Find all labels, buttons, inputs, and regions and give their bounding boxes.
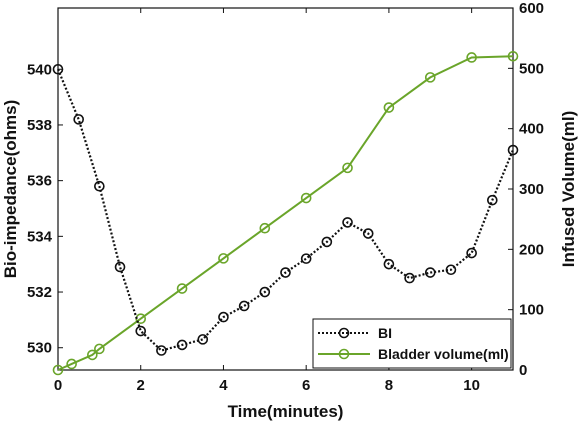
- data-point-bi: [321, 236, 333, 248]
- data-point-bladder-volume: [52, 364, 64, 376]
- data-point-bi: [218, 311, 229, 323]
- series-layer: [52, 50, 519, 376]
- right-y-tick-label: 300: [519, 181, 544, 198]
- data-point-bi: [404, 272, 415, 284]
- data-point-bladder-volume: [383, 102, 395, 113]
- data-point-bladder-volume: [424, 72, 436, 83]
- data-point-bladder-volume: [218, 253, 229, 264]
- data-point-bi: [114, 261, 126, 273]
- x-tick-label: 10: [463, 377, 480, 394]
- left-y-axis-title: Bio-impedance(ohms): [1, 100, 20, 279]
- left-y-tick-label: 534: [27, 228, 53, 245]
- series-line-bladder-volume: [57, 55, 514, 371]
- legend-label-bi: BI: [378, 325, 392, 341]
- data-point-bi: [94, 180, 105, 192]
- data-point-bi: [238, 300, 250, 312]
- right-y-tick-label: 400: [519, 121, 544, 138]
- right-y-tick-label: 100: [519, 302, 544, 319]
- x-axis-title: Time(minutes): [228, 402, 344, 421]
- data-point-bladder-volume: [300, 192, 312, 204]
- data-point-bi: [445, 264, 457, 276]
- legend-marker-bi: [338, 327, 350, 339]
- right-y-tick-label: 0: [519, 362, 527, 379]
- left-y-tick-label: 536: [27, 173, 52, 190]
- data-point-bi: [383, 258, 395, 270]
- data-point-bladder-volume: [66, 358, 77, 370]
- left-y-axis-ticks: 530 532 534 536 538 540: [27, 61, 63, 357]
- series-line-bi: [56, 68, 515, 352]
- data-point-bladder-volume: [176, 283, 188, 294]
- data-point-bladder-volume: [466, 52, 477, 63]
- legend: BI Bladder volume(ml): [312, 318, 512, 369]
- data-point-bi: [280, 267, 291, 278]
- data-point-bi: [362, 228, 374, 239]
- data-point-bi: [197, 334, 209, 345]
- right-y-tick-label: 500: [519, 60, 544, 77]
- right-y-axis-title: Infused Volume(ml): [559, 111, 578, 267]
- legend-box: [312, 318, 512, 369]
- data-point-bladder-volume: [94, 343, 105, 355]
- data-point-bladder-volume: [507, 50, 519, 62]
- x-tick-label: 8: [385, 377, 393, 394]
- plot-area: [57, 7, 514, 371]
- data-point-bi: [424, 267, 436, 278]
- data-point-bi: [300, 253, 312, 264]
- legend-label-bladder-volume: Bladder volume(ml): [378, 346, 509, 362]
- data-point-bladder-volume: [342, 162, 353, 174]
- left-y-tick-label: 530: [27, 340, 52, 357]
- data-point-bi: [73, 114, 84, 125]
- data-point-bi: [52, 63, 64, 75]
- data-point-bi: [156, 345, 167, 356]
- x-tick-label: 4: [219, 377, 228, 394]
- x-tick-label: 2: [137, 377, 145, 394]
- x-tick-label: 6: [302, 377, 310, 394]
- left-y-tick-label: 538: [27, 117, 52, 134]
- right-y-axis-ticks: 0 100 200 300 400 500 600: [508, 0, 544, 379]
- right-y-tick-label: 200: [519, 241, 544, 258]
- data-point-bi: [487, 194, 498, 206]
- data-point-bi: [176, 339, 188, 351]
- data-point-bi: [259, 286, 271, 298]
- right-y-tick-label: 600: [519, 0, 544, 17]
- left-y-tick-label: 540: [27, 61, 52, 78]
- data-point-bi: [507, 144, 519, 156]
- left-y-tick-label: 532: [27, 284, 52, 301]
- data-point-bi: [342, 217, 353, 228]
- x-tick-label: 0: [54, 377, 62, 394]
- data-point-bladder-volume: [87, 349, 98, 361]
- data-point-bladder-volume: [259, 222, 271, 234]
- legend-marker-bladder-volume: [338, 348, 350, 360]
- data-point-bi: [466, 247, 477, 259]
- data-point-bi: [135, 325, 147, 337]
